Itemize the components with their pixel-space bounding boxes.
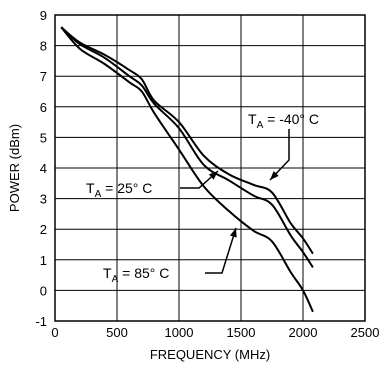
annotation-subscript: A bbox=[112, 274, 119, 285]
y-tick-label: 2 bbox=[40, 222, 47, 237]
series-line-minus40c bbox=[60, 26, 314, 255]
series-line-25c bbox=[60, 26, 314, 268]
annotation-subscript: A bbox=[95, 189, 102, 200]
annotation-25c: TA = 25° C bbox=[86, 180, 152, 200]
annotation-main: T bbox=[86, 180, 95, 196]
y-tick-label: 3 bbox=[40, 192, 47, 207]
y-tick-label: -1 bbox=[35, 314, 47, 329]
y-axis-title: POWER (dBm) bbox=[7, 124, 22, 212]
gridlines bbox=[55, 15, 365, 321]
arrowhead-icon bbox=[270, 171, 279, 180]
annotation-main: T bbox=[103, 265, 112, 281]
plot-frame bbox=[54, 14, 366, 322]
x-tick-label: 2500 bbox=[351, 325, 380, 340]
x-tick-label: 1500 bbox=[227, 325, 256, 340]
arrowhead-icon bbox=[229, 228, 237, 238]
leader-arrow-minus40c bbox=[269, 129, 290, 181]
y-tick-label: 1 bbox=[40, 253, 47, 268]
x-tick-labels: 0 500 1000 1500 2000 2500 bbox=[51, 325, 379, 340]
series-annotations: TA = -40° CTA = 25° CTA = 85° C bbox=[86, 111, 319, 285]
y-tick-labels: -1 0 1 2 3 4 5 6 7 8 9 bbox=[35, 8, 47, 329]
y-tick-label: 4 bbox=[40, 161, 47, 176]
series-lines bbox=[60, 26, 314, 313]
y-tick-label: 8 bbox=[40, 39, 47, 54]
x-axis-title: FREQUENCY (MHz) bbox=[150, 347, 270, 362]
x-tick-label: 0 bbox=[51, 325, 58, 340]
annotation-85c: TA = 85° C bbox=[103, 265, 169, 285]
annotation-main: T bbox=[248, 111, 257, 127]
y-tick-label: 6 bbox=[40, 100, 47, 115]
annotation-rest: = -40° C bbox=[263, 111, 319, 127]
y-tick-label: 7 bbox=[40, 69, 47, 84]
leader-arrow-85c bbox=[205, 227, 237, 274]
y-tick-label: 5 bbox=[40, 130, 47, 145]
y-tick-label: 9 bbox=[40, 8, 47, 23]
annotation-minus40c: TA = -40° C bbox=[248, 111, 319, 131]
x-tick-label: 500 bbox=[106, 325, 128, 340]
annotation-rest: = 85° C bbox=[118, 265, 169, 281]
annotation-rest: = 25° C bbox=[101, 180, 152, 196]
arrowhead-icon bbox=[208, 171, 218, 180]
y-tick-label: 0 bbox=[40, 283, 47, 298]
x-tick-label: 1000 bbox=[165, 325, 194, 340]
x-tick-label: 2000 bbox=[289, 325, 318, 340]
series-line-85c bbox=[60, 26, 314, 313]
annotation-subscript: A bbox=[257, 120, 264, 131]
